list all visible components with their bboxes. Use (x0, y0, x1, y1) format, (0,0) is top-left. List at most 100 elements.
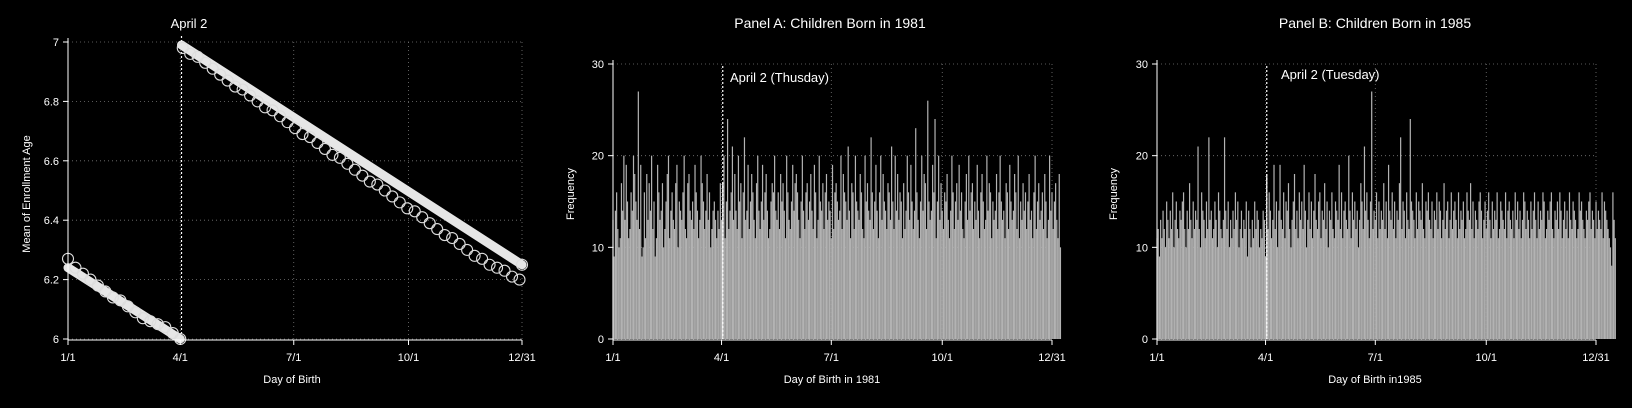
frequency-bar (1328, 210, 1331, 339)
frequency-bar (1372, 229, 1374, 339)
frequency-bar (665, 201, 667, 339)
frequency-bar (1274, 229, 1276, 339)
frequency-bar (958, 164, 960, 339)
scatter-point (318, 142, 331, 155)
frequency-bar (985, 219, 987, 339)
frequency-bar (657, 164, 659, 339)
frequency-bar (857, 210, 859, 339)
scatter-point (151, 318, 164, 331)
frequency-bar (1584, 238, 1586, 339)
frequency-bar (717, 210, 719, 339)
frequency-bar (1451, 229, 1454, 339)
frequency-bar (1374, 219, 1376, 339)
frequency-bar (1597, 210, 1600, 339)
frequency-bar (1350, 238, 1352, 339)
scatter-point (515, 258, 529, 271)
scatter-point (378, 184, 391, 197)
frequency-bar (1240, 210, 1243, 339)
frequency-bar (772, 192, 775, 339)
frequency-bar (745, 219, 747, 339)
frequency-bar (1249, 229, 1251, 339)
frequency-bar (692, 201, 694, 339)
frequency-bar (783, 210, 785, 339)
frequency-bar (959, 210, 961, 339)
frequency-bar (884, 210, 887, 339)
frequency-bar (1227, 201, 1229, 339)
scatter-point (393, 196, 406, 209)
frequency-bar (701, 183, 703, 339)
frequency-bar (1447, 201, 1449, 339)
frequency-bar (1454, 201, 1456, 339)
frequency-bar (960, 192, 963, 339)
frequency-bar (1045, 201, 1047, 339)
frequency-bar (1432, 238, 1434, 339)
x-tick-label: 4/1 (173, 352, 188, 364)
frequency-bar (1239, 229, 1241, 339)
frequency-bar (1058, 174, 1060, 339)
frequency-bar (1477, 229, 1479, 339)
frequency-bar (1186, 210, 1188, 339)
frequency-bar (1549, 201, 1551, 339)
frequency-bar (1400, 137, 1402, 339)
frequency-bar (775, 210, 777, 339)
frequency-bar (1188, 183, 1191, 339)
frequency-bar (1038, 183, 1040, 339)
frequency-bar (1324, 183, 1326, 339)
y-tick-label: 10 (1136, 242, 1148, 254)
frequency-bar (719, 183, 721, 339)
frequency-bar (1297, 238, 1299, 339)
frequency-bar (846, 219, 848, 339)
frequency-bar (865, 201, 867, 339)
frequency-bar (735, 210, 737, 339)
frequency-bar (869, 219, 871, 339)
frequency-bar (892, 201, 894, 339)
frequency-bar (1226, 229, 1228, 339)
frequency-bar (833, 229, 835, 339)
scatter-point (401, 202, 414, 215)
frequency-bar (1050, 210, 1052, 339)
frequency-bar (1168, 238, 1170, 339)
frequency-bar (1521, 219, 1524, 339)
frequency-bar (1471, 229, 1473, 339)
frequency-bar (1613, 219, 1615, 339)
frequency-bar (622, 210, 624, 339)
frequency-bar (1051, 192, 1053, 339)
frequency-bar (999, 155, 1001, 339)
frequency-bar (1256, 210, 1258, 339)
frequency-bar (989, 192, 992, 339)
frequency-bar (1160, 219, 1162, 339)
frequency-bar (881, 219, 883, 339)
frequency-bar (1336, 210, 1338, 339)
frequency-bar (1469, 183, 1472, 339)
frequency-bar (868, 210, 870, 339)
frequency-bar (1273, 164, 1275, 339)
frequency-bar (1556, 201, 1559, 339)
frequency-bar (1420, 219, 1422, 339)
x-tick-label: 12/31 (1582, 352, 1610, 364)
frequency-bar (1033, 192, 1035, 339)
frequency-bar (1301, 201, 1303, 339)
frequency-bar (1167, 219, 1169, 339)
frequency-bar (647, 219, 649, 339)
frequency-bar (927, 100, 929, 340)
frequency-bar (625, 164, 627, 339)
frequency-bar (1594, 238, 1596, 339)
frequency-bar (912, 229, 914, 339)
frequency-bar (1524, 201, 1526, 339)
frequency-bar (821, 210, 823, 339)
frequency-bar (716, 238, 718, 339)
frequency-bar (1552, 229, 1554, 339)
frequency-bar (938, 155, 940, 339)
frequency-bar (1015, 192, 1017, 339)
frequency-bar (1474, 210, 1477, 339)
frequency-bar (1507, 210, 1509, 339)
frequency-bar (850, 238, 852, 339)
frequency-bar (696, 210, 699, 339)
frequency-bar (689, 210, 691, 339)
frequency-bar (695, 192, 697, 339)
frequency-bar (1431, 201, 1433, 339)
x-tick-label: 10/1 (932, 352, 953, 364)
frequency-bar (813, 164, 816, 339)
frequency-bar (966, 219, 969, 339)
frequency-bar (1001, 219, 1004, 339)
